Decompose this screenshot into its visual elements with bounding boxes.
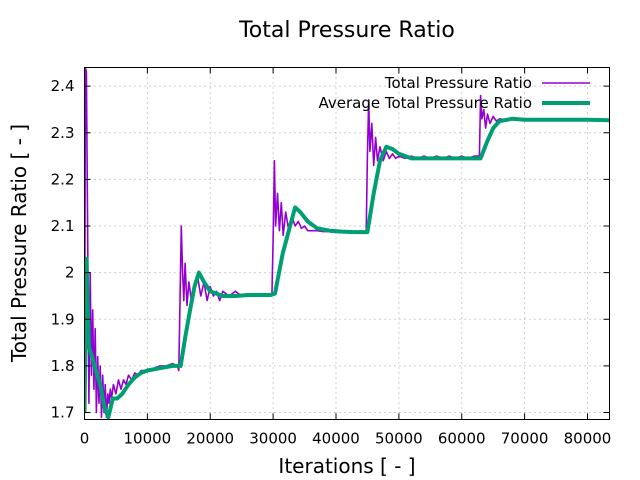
plot-frame [84,67,610,420]
legend-label: Average Total Pressure Ratio [319,94,533,112]
ticks: 0 10000 20000 30000 40000 50000 60000 70000 8000… [51,67,612,448]
x-tick-label: 80000 [564,430,612,448]
x-tick-label: 40000 [312,430,360,448]
x-tick-label: 20000 [186,430,234,448]
y-tick-label: 2.3 [51,124,75,142]
y-tick-label: 1.8 [51,357,75,375]
legend: Total Pressure Ratio Average Total Pressu… [319,74,590,112]
x-tick-label: 50000 [375,430,423,448]
y-tick-label: 2 [65,264,75,282]
chart-title: Total Pressure Ratio [238,18,455,43]
x-tick-label: 0 [80,430,90,448]
y-tick-label: 1.7 [51,404,75,422]
series-group [84,67,610,420]
x-axis-title: Iterations [ - ] [278,454,415,478]
x-tick-label: 10000 [124,430,172,448]
average-total-pressure-ratio-line [84,116,610,420]
total-pressure-ratio-line [84,67,610,419]
x-tick-label: 30000 [249,430,297,448]
y-axis-title: Total Pressure Ratio [ - ] [7,124,31,363]
y-tick-label: 1.9 [51,310,75,328]
x-tick-label: 70000 [501,430,549,448]
y-tick-label: 2.1 [51,217,75,235]
legend-label: Total Pressure Ratio [384,74,532,92]
y-tick-label: 2.2 [51,170,75,188]
x-tick-label: 60000 [438,430,486,448]
y-tick-label: 2.4 [51,77,75,95]
